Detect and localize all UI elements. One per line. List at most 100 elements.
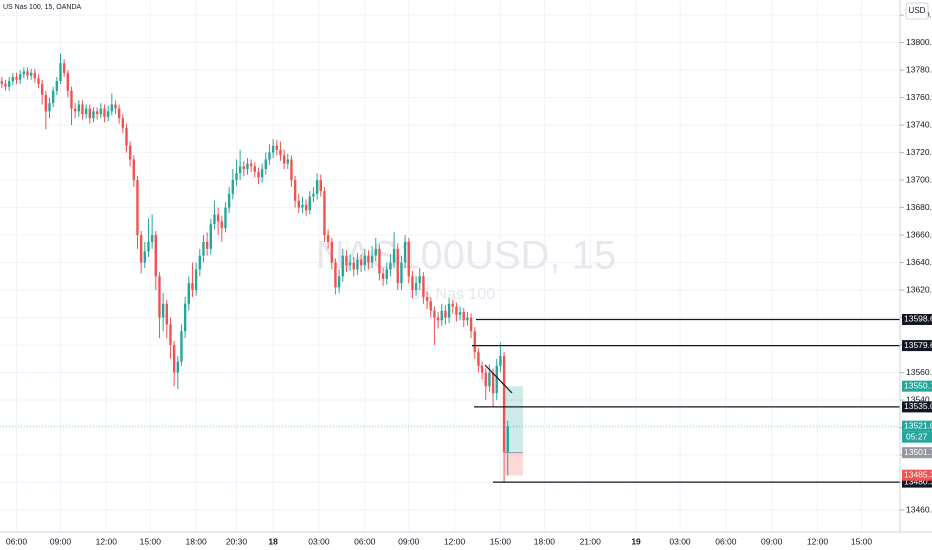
x-tick-label: 19 bbox=[631, 536, 641, 546]
candle-body bbox=[495, 365, 498, 394]
candle-body bbox=[40, 83, 44, 95]
candle-body bbox=[290, 159, 293, 181]
target-label: 13550.1 bbox=[904, 380, 932, 390]
y-tick-label: 13720.0 bbox=[906, 147, 932, 157]
candle-body bbox=[139, 235, 143, 263]
candle-body bbox=[44, 94, 48, 112]
last-price-label-bg bbox=[902, 420, 932, 432]
candle-body bbox=[238, 166, 242, 174]
candle-body bbox=[506, 426, 509, 453]
candle-body bbox=[198, 255, 201, 270]
candle-body bbox=[396, 248, 399, 284]
candle-body bbox=[117, 108, 121, 119]
candle-body bbox=[389, 262, 392, 270]
candle-body bbox=[253, 166, 256, 172]
candle-body bbox=[88, 108, 92, 119]
candle-body bbox=[231, 180, 234, 194]
candle-body bbox=[121, 118, 125, 128]
candle-body bbox=[227, 193, 231, 208]
x-tick-label: 06:00 bbox=[6, 536, 28, 546]
candle-body bbox=[169, 324, 172, 346]
candle-body bbox=[422, 276, 425, 297]
candle-body bbox=[92, 111, 95, 119]
price-line-label-bg bbox=[902, 313, 932, 325]
x-tick-label: 15:00 bbox=[140, 536, 162, 546]
y-tick-label: 13780.0 bbox=[906, 64, 932, 74]
candle-body bbox=[403, 241, 407, 263]
plot bbox=[0, 53, 900, 483]
candle-body bbox=[110, 104, 114, 112]
candle-body bbox=[154, 235, 158, 277]
candle-body bbox=[136, 180, 139, 236]
candle-body bbox=[73, 108, 77, 112]
candle-body bbox=[77, 104, 81, 112]
candle-body bbox=[150, 235, 154, 242]
candle-body bbox=[352, 262, 355, 270]
candle-body bbox=[103, 108, 106, 117]
candle-body bbox=[213, 214, 216, 225]
currency-box[interactable] bbox=[905, 2, 929, 20]
candle-body bbox=[99, 108, 103, 115]
position-target-zone bbox=[505, 386, 523, 453]
candle-body bbox=[235, 173, 238, 181]
candle-body bbox=[488, 372, 491, 387]
candle-body bbox=[18, 74, 22, 80]
candle-body bbox=[484, 372, 487, 387]
grid bbox=[0, 0, 900, 532]
candle-body bbox=[257, 171, 260, 178]
candle-body bbox=[125, 127, 128, 146]
candle-body bbox=[297, 200, 300, 208]
price-line-label: 13480.3 bbox=[904, 476, 932, 486]
candle-body bbox=[312, 193, 315, 197]
currency: USD bbox=[909, 6, 926, 15]
candle-body bbox=[345, 255, 348, 266]
candle-body bbox=[147, 241, 150, 252]
candle-body bbox=[7, 81, 11, 87]
candle-body bbox=[15, 76, 18, 80]
candle-body bbox=[220, 221, 223, 229]
candle-body bbox=[66, 72, 70, 91]
candle-body bbox=[392, 248, 396, 263]
candle-body bbox=[359, 259, 363, 266]
x-tick-label: 18 bbox=[268, 536, 278, 546]
candle-body bbox=[33, 72, 37, 79]
candle-body bbox=[425, 296, 429, 302]
countdown-bg bbox=[902, 431, 932, 443]
candle-body bbox=[11, 76, 15, 82]
x-tick-label: 12:00 bbox=[444, 536, 466, 546]
candle-body bbox=[381, 273, 385, 280]
candle-body bbox=[502, 356, 506, 453]
x-tick-label: 06:00 bbox=[354, 536, 376, 546]
candle-body bbox=[477, 351, 480, 366]
y-tick-label: 13800.0 bbox=[906, 37, 932, 47]
candle-body bbox=[59, 63, 62, 82]
candle-body bbox=[447, 303, 451, 318]
candle-body bbox=[48, 103, 51, 112]
candle-body bbox=[275, 145, 278, 150]
candle-body bbox=[271, 145, 275, 153]
candle-body bbox=[356, 259, 359, 270]
y-tick-label: 13660.0 bbox=[906, 229, 932, 239]
candle-body bbox=[334, 262, 337, 288]
candle-body bbox=[411, 276, 414, 291]
candle-body bbox=[187, 283, 190, 304]
candle-body bbox=[165, 303, 169, 325]
candle-body bbox=[191, 283, 194, 291]
y-tick-label: 13740.0 bbox=[906, 119, 932, 129]
last-price-label: 13521.0 bbox=[904, 420, 932, 430]
candle-body bbox=[246, 163, 249, 170]
axes: 13460.013480.013500.013520.013540.013560… bbox=[6, 9, 932, 546]
candle-body bbox=[378, 248, 381, 274]
candle-body bbox=[158, 276, 161, 318]
y-tick-label: 13760.0 bbox=[906, 92, 932, 102]
trend-line bbox=[484, 364, 513, 394]
x-tick-label: 18:00 bbox=[185, 536, 207, 546]
candle-body bbox=[433, 310, 436, 318]
y-tick-label: 13680.0 bbox=[906, 202, 932, 212]
candle-body bbox=[455, 306, 458, 315]
x-tick-label: 12:00 bbox=[807, 536, 829, 546]
candle-body bbox=[341, 255, 344, 277]
position-stop-zone bbox=[505, 452, 523, 476]
candle-body bbox=[414, 283, 418, 291]
candle-body bbox=[451, 303, 454, 307]
